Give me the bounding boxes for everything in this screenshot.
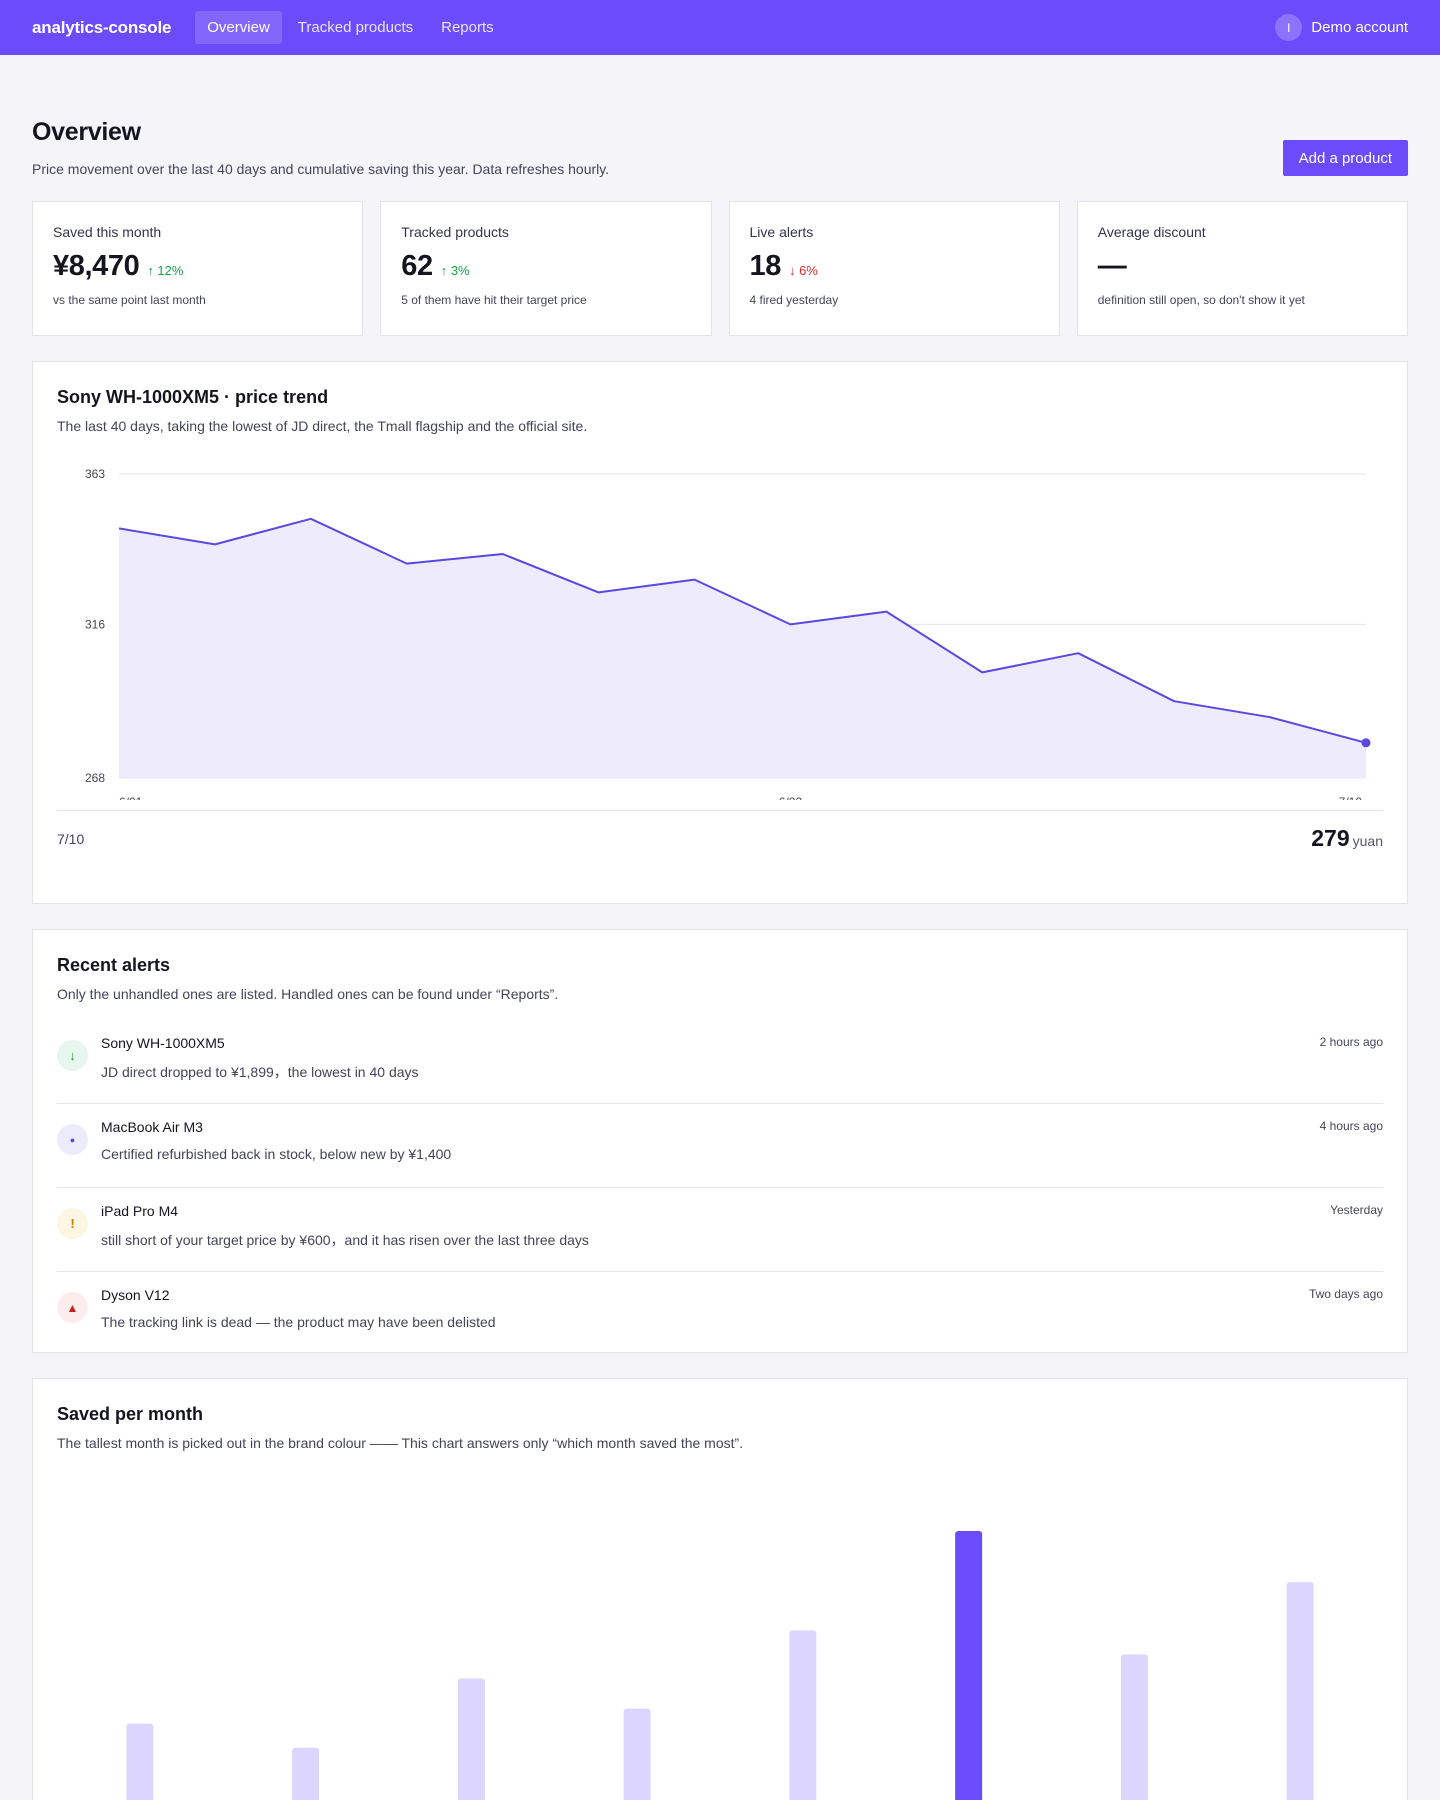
bar xyxy=(126,1723,154,1800)
arrow-down-icon: ↓ xyxy=(57,1040,88,1071)
alert-time: 4 hours ago xyxy=(1319,1119,1383,1133)
add-product-button[interactable]: Add a product xyxy=(1282,140,1408,176)
alert-item[interactable]: ▲ Dyson V12 The tracking link is dead — … xyxy=(57,1272,1383,1356)
error-triangle-icon: ▲ xyxy=(57,1292,88,1323)
tab-tracked-products[interactable]: Tracked products xyxy=(297,19,414,36)
trend-description: The last 40 days, taking the lowest of J… xyxy=(57,418,588,434)
stat-label: Tracked products xyxy=(401,224,509,240)
bar xyxy=(955,1531,983,1800)
current-price: 279 xyxy=(1311,825,1350,851)
app-brand[interactable]: analytics-console xyxy=(32,17,172,37)
stat-delta: ↑ 3% xyxy=(440,263,470,278)
trend-footer-date: 7/10 xyxy=(57,830,85,847)
saved-per-month-chart: 1 month2 month3 month4 month5 month6 mon… xyxy=(126,1531,1314,1800)
stat-delta: ↓ 6% xyxy=(788,263,818,278)
stat-card-alerts: Live alerts 18 ↓ 6% 4 fired yesterday xyxy=(728,201,1060,336)
stats-row: Saved this month ¥8,470 ↑ 12% vs the sam… xyxy=(32,201,1408,336)
alert-product: Dyson V12 xyxy=(101,1287,170,1303)
alert-list: ↓ Sony WH-1000XM5 JD direct dropped to ¥… xyxy=(57,1020,1383,1356)
stat-label: Average discount xyxy=(1097,224,1206,240)
stat-label: Saved this month xyxy=(53,224,162,240)
monthly-title: Saved per month xyxy=(57,1404,204,1424)
stat-subtext: vs the same point last month xyxy=(53,293,206,307)
tab-reports[interactable]: Reports xyxy=(441,19,494,36)
alert-item[interactable]: ● MacBook Air M3 Certified refurbished b… xyxy=(57,1104,1383,1188)
alert-product: Sony WH-1000XM5 xyxy=(101,1035,225,1051)
alert-time: 2 hours ago xyxy=(1319,1035,1383,1049)
y-tick-label: 268 xyxy=(85,771,105,785)
stat-delta: ↑ 12% xyxy=(147,263,184,278)
page-header: Overview Price movement over the last 40… xyxy=(32,87,1408,177)
dot-icon: ● xyxy=(57,1124,88,1155)
bar xyxy=(457,1678,485,1800)
saved-per-month-card: Saved per month The tallest month is pic… xyxy=(32,1378,1408,1800)
x-tick-label: 6/01 xyxy=(119,795,143,800)
bar xyxy=(1120,1654,1148,1800)
trend-footer-price: 279 yuan xyxy=(1311,825,1383,852)
alert-product: MacBook Air M3 xyxy=(101,1119,203,1135)
trend-footer: 7/10 279 yuan xyxy=(57,810,1383,866)
alert-time: Yesterday xyxy=(1330,1203,1383,1217)
stat-value: 18 xyxy=(749,250,782,282)
alert-item[interactable]: ! iPad Pro M4 still short of your target… xyxy=(57,1188,1383,1272)
price-trend-chart: 363 316 268 6/01 6/22 7/10 xyxy=(85,467,1371,800)
stat-value: 62 xyxy=(401,250,433,282)
x-tick-label: 6/22 xyxy=(779,795,803,800)
main-nav: Overview Tracked products Reports xyxy=(195,11,505,44)
bar xyxy=(789,1630,817,1800)
price-line xyxy=(118,517,1367,744)
alerts-description: Only the unhandled ones are listed. Hand… xyxy=(57,986,559,1002)
page-title: Overview xyxy=(32,118,141,146)
stat-subtext: definition still open, so don't show it … xyxy=(1097,293,1305,307)
alerts-title: Recent alerts xyxy=(57,955,171,975)
top-navbar: analytics-console Overview Tracked produ… xyxy=(0,0,1440,55)
y-tick-label: 316 xyxy=(85,617,105,631)
bar xyxy=(1286,1582,1314,1800)
price-unit: yuan xyxy=(1352,833,1383,849)
alert-message: JD direct dropped to ¥1,899，the lowest i… xyxy=(101,1064,419,1080)
bar xyxy=(623,1708,651,1800)
account-menu[interactable]: I Demo account xyxy=(1275,14,1408,41)
stat-card-tracked: Tracked products 62 ↑ 3% 5 of them have … xyxy=(380,201,712,336)
x-tick-label: 7/10 xyxy=(1339,795,1363,800)
page-description: Price movement over the last 40 days and… xyxy=(32,161,610,177)
y-tick-label: 363 xyxy=(85,467,105,481)
recent-alerts-card: Recent alerts Only the unhandled ones ar… xyxy=(32,929,1408,1353)
price-trend-card: Sony WH-1000XM5 · price trend The last 4… xyxy=(32,361,1408,904)
stat-card-discount: Average discount — definition still open… xyxy=(1076,201,1408,336)
avatar: I xyxy=(1275,14,1303,41)
account-name: Demo account xyxy=(1311,19,1408,36)
stat-card-saved: Saved this month ¥8,470 ↑ 12% vs the sam… xyxy=(32,201,364,336)
bar xyxy=(292,1747,320,1800)
alert-message: Certified refurbished back in stock, bel… xyxy=(101,1146,452,1162)
warning-icon: ! xyxy=(57,1208,88,1239)
alert-product: iPad Pro M4 xyxy=(101,1203,179,1219)
alert-time: Two days ago xyxy=(1308,1287,1383,1301)
overview-page: Overview Price movement over the last 40… xyxy=(0,55,1440,1800)
latest-price-point xyxy=(1361,738,1371,748)
stat-label: Live alerts xyxy=(749,224,814,240)
trend-title: Sony WH-1000XM5 · price trend xyxy=(57,387,329,407)
alert-item[interactable]: ↓ Sony WH-1000XM5 JD direct dropped to ¥… xyxy=(57,1020,1383,1104)
alert-message: still short of your target price by ¥600… xyxy=(101,1232,589,1248)
stat-value: — xyxy=(1097,250,1127,282)
stat-subtext: 4 fired yesterday xyxy=(749,293,839,307)
price-area xyxy=(119,518,1366,778)
alert-message: The tracking link is dead — the product … xyxy=(101,1314,496,1330)
monthly-description: The tallest month is picked out in the b… xyxy=(57,1435,744,1451)
stat-subtext: 5 of them have hit their target price xyxy=(401,293,587,307)
tab-overview[interactable]: Overview xyxy=(195,11,282,44)
stat-value: ¥8,470 xyxy=(53,250,140,282)
